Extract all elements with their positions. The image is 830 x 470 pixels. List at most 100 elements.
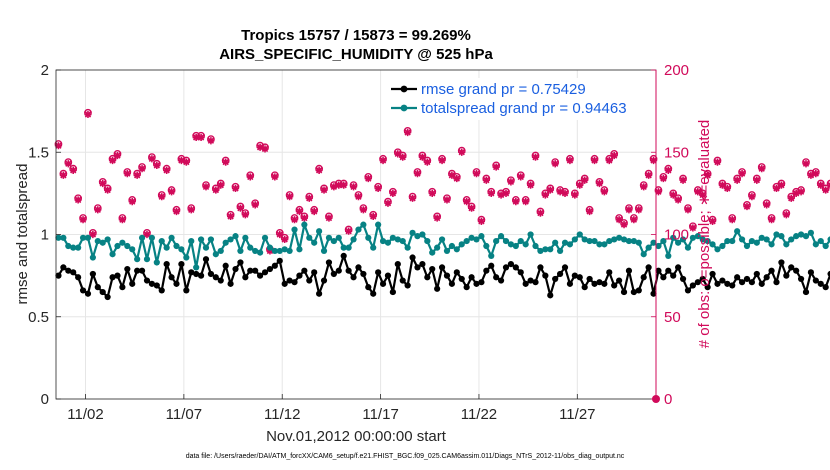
totalspread-point bbox=[522, 241, 529, 248]
obs-evaluated-point bbox=[463, 198, 471, 206]
rmse-point bbox=[596, 279, 603, 286]
rmse-point bbox=[768, 267, 775, 274]
totalspread-point bbox=[217, 247, 224, 255]
rmse-point bbox=[566, 280, 574, 287]
rmse-point bbox=[547, 292, 554, 299]
totalspread-point bbox=[306, 234, 313, 241]
obs-evaluated-point bbox=[369, 212, 377, 221]
rmse-point bbox=[379, 280, 387, 287]
totalspread-point bbox=[256, 249, 264, 256]
obs-evaluated-point bbox=[226, 212, 235, 221]
rmse-point bbox=[247, 267, 254, 274]
obs-evaluated-point bbox=[379, 156, 387, 165]
rmse-point bbox=[84, 290, 92, 297]
totalspread-point bbox=[394, 236, 401, 243]
totalspread-point bbox=[104, 236, 111, 243]
obs-evaluated-point bbox=[158, 193, 166, 201]
rmse-point bbox=[316, 290, 323, 297]
rmse-point bbox=[389, 288, 396, 296]
totalspread-point bbox=[596, 241, 603, 248]
totalspread-point bbox=[655, 242, 662, 250]
totalspread-point bbox=[547, 246, 554, 253]
totalspread-point bbox=[591, 237, 598, 245]
obs-evaluated-point bbox=[571, 191, 579, 199]
rmse-point bbox=[325, 259, 333, 266]
obs-evaluated-point bbox=[738, 170, 746, 178]
totalspread-point bbox=[753, 239, 760, 246]
obs-evaluated-point bbox=[517, 173, 525, 181]
rmse-point bbox=[65, 267, 72, 274]
totalspread-point bbox=[473, 236, 480, 243]
totalspread-point bbox=[207, 236, 215, 243]
obs-evaluated-point bbox=[822, 186, 830, 194]
totalspread-point bbox=[55, 234, 62, 241]
rmse-point bbox=[217, 277, 224, 284]
y2-zero-marker bbox=[652, 395, 660, 403]
obs-evaluated-point bbox=[222, 158, 230, 166]
obs-evaluated-point bbox=[182, 158, 190, 166]
totalspread-point bbox=[419, 231, 426, 238]
totalspread-point bbox=[232, 233, 239, 240]
totalspread-point bbox=[729, 237, 736, 245]
obs-evaluated-point bbox=[335, 181, 343, 189]
rmse-point bbox=[694, 279, 701, 286]
obs-evaluated-point bbox=[276, 230, 284, 239]
rmse-point bbox=[512, 264, 519, 271]
totalspread-point bbox=[822, 242, 829, 250]
rmse-point bbox=[758, 280, 765, 287]
totalspread-point bbox=[660, 237, 667, 245]
rmse-point bbox=[134, 267, 141, 274]
obs-evaluated-point bbox=[143, 230, 151, 239]
obs-evaluated-point bbox=[566, 156, 574, 165]
obs-evaluated-point bbox=[561, 189, 569, 197]
obs-evaluated-point bbox=[108, 156, 117, 165]
totalspread-point bbox=[635, 239, 642, 246]
totalspread-point bbox=[601, 241, 608, 248]
rmse-point bbox=[197, 272, 205, 279]
y2-tick-label: 150 bbox=[664, 144, 689, 161]
totalspread-point bbox=[222, 239, 229, 246]
totalspread-point bbox=[355, 226, 362, 233]
totalspread-point bbox=[788, 236, 795, 243]
rmse-point bbox=[478, 279, 485, 286]
obs-evaluated-point bbox=[689, 224, 697, 232]
totalspread-point bbox=[443, 247, 451, 255]
obs-evaluated-point bbox=[792, 189, 800, 197]
totalspread-point bbox=[571, 236, 578, 243]
rmse-point bbox=[193, 270, 200, 278]
rmse-point bbox=[591, 280, 598, 287]
obs-evaluated-point bbox=[763, 201, 771, 209]
rmse-point bbox=[458, 275, 465, 283]
obs-evaluated-point bbox=[541, 191, 549, 199]
totalspread-point bbox=[483, 242, 490, 250]
totalspread-point bbox=[724, 237, 731, 245]
rmse-point bbox=[675, 264, 682, 271]
rmse-point bbox=[252, 267, 259, 274]
totalspread-point bbox=[463, 237, 470, 245]
obs-evaluated-point bbox=[202, 183, 210, 191]
axes: 11/02 11/07 11/12 11/17 11/22 11/2700.511.520… bbox=[28, 62, 689, 423]
obs-evaluated-point bbox=[448, 171, 456, 179]
rmse-point bbox=[630, 288, 637, 296]
totalspread-point bbox=[670, 234, 677, 241]
y-tick-label: 1.5 bbox=[28, 144, 49, 161]
rmse-point bbox=[556, 270, 564, 278]
y-tick-label: 1 bbox=[41, 227, 49, 244]
totalspread-point bbox=[748, 237, 756, 245]
totalspread-point bbox=[679, 236, 687, 243]
totalspread-point bbox=[719, 242, 726, 250]
obs-evaluated-point bbox=[54, 142, 63, 150]
rmse-point bbox=[414, 264, 421, 271]
totalspread-point bbox=[360, 221, 367, 228]
x-tick-label: 11/27 bbox=[559, 406, 595, 423]
rmse-point bbox=[202, 256, 210, 263]
totalspread-point bbox=[561, 239, 569, 246]
totalspread-point bbox=[438, 236, 446, 243]
obs-evaluated-point bbox=[458, 148, 466, 156]
rmse-point bbox=[424, 274, 431, 281]
totalspread-point bbox=[488, 252, 495, 259]
totalspread-point bbox=[109, 251, 116, 258]
totalspread-point bbox=[552, 239, 559, 246]
rmse-point bbox=[419, 261, 426, 268]
totalspread-point bbox=[94, 237, 101, 245]
